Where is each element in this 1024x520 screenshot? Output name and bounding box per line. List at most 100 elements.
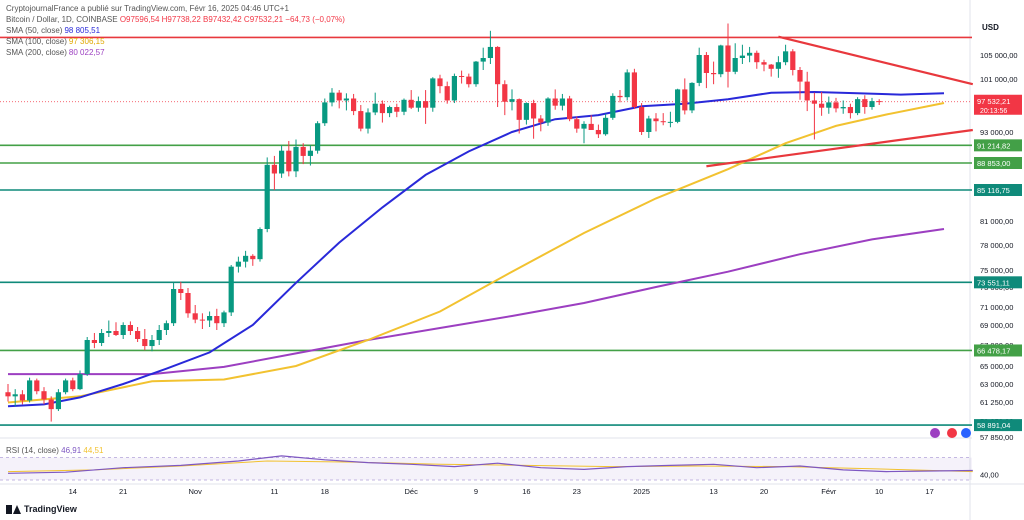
candle xyxy=(819,103,825,108)
candle xyxy=(286,150,292,172)
candle xyxy=(250,255,256,260)
candle xyxy=(660,121,666,123)
candle xyxy=(329,92,335,103)
candle xyxy=(171,289,177,324)
candle xyxy=(192,313,198,320)
x-tick-label: 9 xyxy=(474,487,478,496)
price-badge-value: 97 532,21 xyxy=(977,97,1010,106)
candle xyxy=(322,102,328,124)
candle xyxy=(19,394,25,401)
candle xyxy=(502,84,508,102)
rsi-legend[interactable]: RSI (14, close) 46,91 44,51 xyxy=(6,446,103,455)
candle xyxy=(437,78,443,87)
candle xyxy=(523,103,529,120)
candle xyxy=(855,99,861,114)
trendline-support xyxy=(706,128,973,168)
candle xyxy=(387,107,393,114)
candle xyxy=(595,129,601,135)
sma100-line xyxy=(7,102,945,404)
candle xyxy=(797,70,803,82)
x-tick-label: 23 xyxy=(573,487,581,496)
candle xyxy=(682,89,688,111)
candle xyxy=(588,123,594,130)
candle xyxy=(826,102,832,108)
candle xyxy=(689,82,695,111)
alert-icon xyxy=(947,428,957,438)
candle xyxy=(135,331,141,339)
candle xyxy=(214,316,220,324)
rsi-ma-value: 44,51 xyxy=(83,446,104,455)
sma100-value: 97 306,15 xyxy=(68,37,105,46)
y-tick-label: 61 250,00 xyxy=(980,398,1013,407)
tradingview-brand[interactable]: TradingView xyxy=(6,504,77,514)
x-tick-label: 17 xyxy=(925,487,933,496)
candle xyxy=(840,107,846,109)
candle xyxy=(307,150,313,156)
symbol-line: Bitcoin / Dollar, 1D, COINBASE O97596,54… xyxy=(6,15,345,24)
rsi-tick-label: 40,00 xyxy=(980,470,999,479)
level-label: 85 116,75 xyxy=(977,186,1010,195)
candle xyxy=(63,380,69,393)
x-tick-label: Nov xyxy=(189,487,203,496)
candle xyxy=(149,340,155,347)
candle xyxy=(617,95,623,98)
sma100-label: SMA (100, close) xyxy=(6,37,67,46)
candle xyxy=(228,266,234,313)
candle xyxy=(185,293,191,314)
candle xyxy=(351,98,357,112)
level-badge xyxy=(974,419,1022,432)
candle xyxy=(430,78,436,108)
candle xyxy=(747,52,753,56)
candle xyxy=(207,316,213,321)
candle xyxy=(34,380,40,392)
brand-text: TradingView xyxy=(24,504,77,514)
candle xyxy=(675,89,681,122)
candle xyxy=(783,51,789,63)
level-label: 58 891,04 xyxy=(977,421,1010,430)
candle xyxy=(574,119,580,129)
candle xyxy=(552,98,558,106)
candle xyxy=(55,392,61,410)
candle xyxy=(732,58,738,72)
alert-icon xyxy=(930,428,940,438)
candle xyxy=(581,123,587,129)
rsi-value: 46,91 xyxy=(61,446,82,455)
candle xyxy=(221,312,227,324)
candle xyxy=(703,55,709,73)
y-tick-label: 71 000,00 xyxy=(980,303,1013,312)
sma200-legend[interactable]: SMA (200, close) 80 022,57 xyxy=(6,48,105,57)
candle xyxy=(531,103,537,119)
publisher-line: CryptojournalFrance a publié sur Trading… xyxy=(6,4,289,13)
candle xyxy=(394,107,400,112)
y-tick-label: 65 000,00 xyxy=(980,362,1013,371)
rsi-band xyxy=(0,457,972,480)
candle xyxy=(127,325,133,331)
candle xyxy=(538,118,544,123)
trendline-resistance xyxy=(778,35,974,86)
publisher-text: CryptojournalFrance a publié sur Trading… xyxy=(6,4,289,13)
y-tick-label: 101 000,00 xyxy=(980,75,1018,84)
sma50-label: SMA (50, close) xyxy=(6,26,63,35)
candle xyxy=(163,323,169,330)
y-tick-label: 69 000,00 xyxy=(980,321,1013,330)
sma100-legend[interactable]: SMA (100, close) 97 306,15 xyxy=(6,37,105,46)
sma50-value: 98 805,51 xyxy=(64,26,101,35)
candle xyxy=(790,51,796,70)
candle xyxy=(754,52,760,63)
x-tick-label: 18 xyxy=(321,487,329,496)
candle xyxy=(559,98,565,106)
currency-label: USD xyxy=(982,23,999,32)
x-tick-label: 16 xyxy=(522,487,530,496)
sma50-line xyxy=(7,90,945,408)
candle xyxy=(41,391,47,400)
candle xyxy=(811,100,817,104)
x-tick-label: 21 xyxy=(119,487,127,496)
sma50-legend[interactable]: SMA (50, close) 98 805,51 xyxy=(6,26,100,35)
candle xyxy=(358,111,364,129)
x-tick-label: 14 xyxy=(69,487,77,496)
candle xyxy=(847,107,853,114)
candle xyxy=(444,86,450,101)
candle xyxy=(343,98,349,101)
level-label: 91 214,82 xyxy=(977,141,1010,150)
